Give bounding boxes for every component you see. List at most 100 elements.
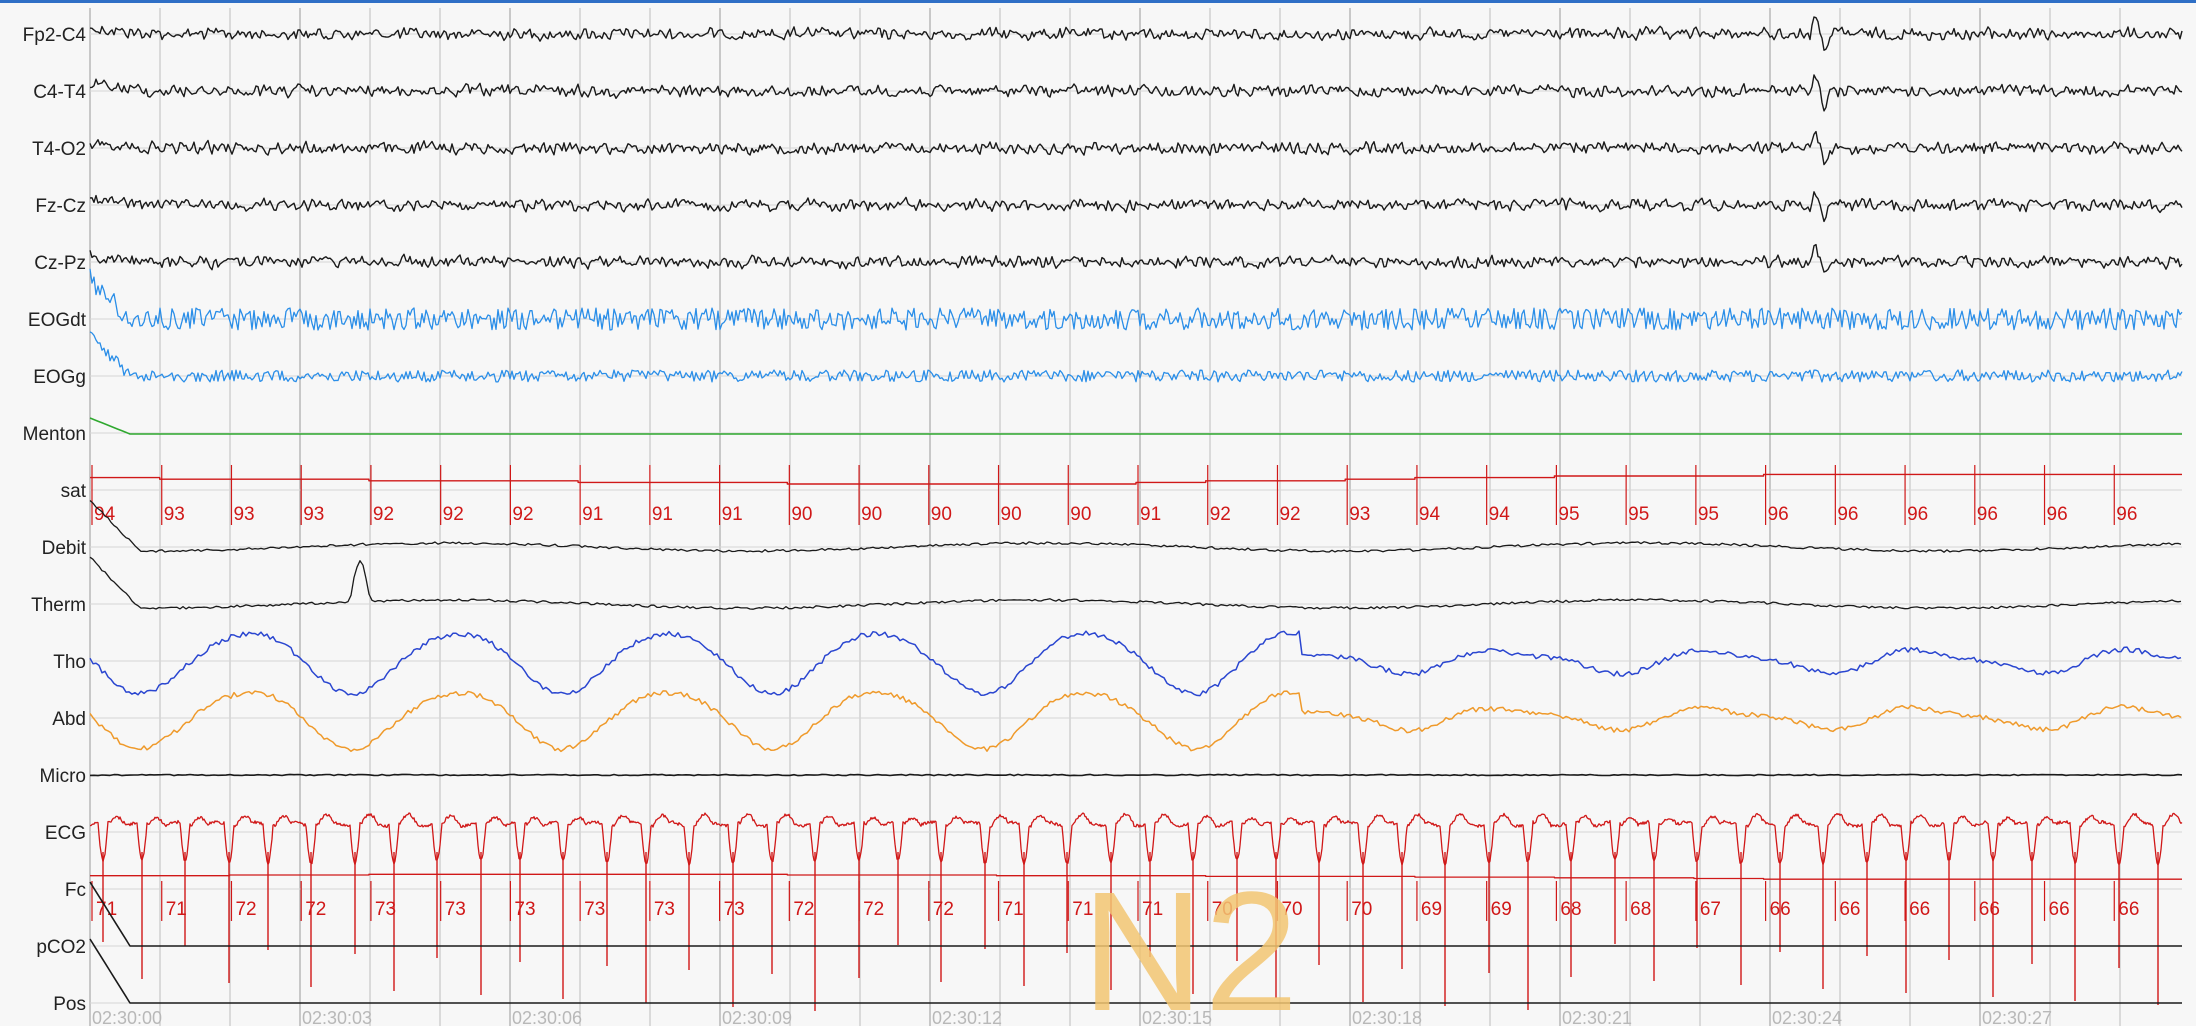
channel-label-eogg[interactable]: EOGg	[33, 367, 86, 388]
time-label: 02:30:00	[92, 1008, 162, 1026]
fc-value: 73	[654, 899, 675, 920]
sat-value: 90	[1070, 504, 1091, 525]
fc-value: 66	[2049, 899, 2070, 920]
sat-value: 95	[1558, 504, 1579, 525]
trace-eogdt	[89, 268, 2183, 331]
sleep-stage-watermark: N2	[1081, 857, 1298, 1026]
channel-label-debit[interactable]: Debit	[42, 538, 87, 559]
trace-pos	[89, 938, 2182, 1004]
time-label: 02:30:12	[932, 1008, 1002, 1026]
fc-value: 73	[724, 899, 745, 920]
channel-label-t4o2[interactable]: T4-O2	[32, 139, 86, 160]
trace-fp2c4	[89, 16, 2183, 51]
fc-value: 73	[584, 899, 605, 920]
time-label: 02:30:24	[1772, 1008, 1842, 1026]
fc-value: 70	[1212, 899, 1233, 920]
channel-label-fc[interactable]: Fc	[65, 880, 86, 901]
sat-value: 92	[373, 504, 394, 525]
channel-label-c4t4[interactable]: C4-T4	[33, 82, 86, 103]
channel-label-pco2[interactable]: pCO2	[36, 937, 86, 958]
fc-value: 72	[793, 899, 814, 920]
time-label: 02:30:06	[512, 1008, 582, 1026]
sat-value: 92	[1210, 504, 1231, 525]
sat-value: 93	[164, 504, 185, 525]
channel-label-micro[interactable]: Micro	[40, 766, 86, 787]
trace-debit	[89, 500, 2182, 553]
sat-value: 94	[94, 504, 116, 525]
fc-value: 72	[235, 899, 256, 920]
channel-label-pos[interactable]: Pos	[53, 994, 86, 1015]
window-top-border	[0, 0, 2196, 3]
sat-value: 90	[861, 504, 882, 525]
sat-value: 95	[1628, 504, 1649, 525]
trace-abd	[89, 690, 2182, 753]
sat-value: 91	[582, 504, 603, 525]
sat-value: 96	[1837, 504, 1858, 525]
sat-value: 93	[303, 504, 324, 525]
sat-value: 93	[1349, 504, 1370, 525]
fc-value: 73	[445, 899, 466, 920]
fc-value: 71	[1142, 899, 1163, 920]
sat-value: 94	[1489, 504, 1511, 525]
sat-value: 96	[1907, 504, 1928, 525]
trace-menton	[89, 417, 2182, 435]
channel-label-abd[interactable]: Abd	[52, 709, 86, 730]
fc-value: 72	[933, 899, 954, 920]
sat-value: 94	[1419, 504, 1441, 525]
trace-fzcz	[89, 191, 2183, 223]
channel-label-sat[interactable]: sat	[61, 481, 87, 502]
trace-pco2	[89, 881, 2182, 947]
channel-label-fzcz[interactable]: Fz-Cz	[35, 196, 86, 217]
sat-value: 92	[512, 504, 533, 525]
fc-value: 66	[1839, 899, 1860, 920]
sat-value: 96	[2047, 504, 2068, 525]
trace-ecg	[89, 812, 2183, 866]
trace-sat	[90, 473, 2182, 485]
fc-value: 73	[375, 899, 396, 920]
trace-c4t4	[89, 74, 2183, 112]
channel-label-menton[interactable]: Menton	[23, 424, 86, 445]
trace-fc	[90, 873, 2182, 880]
sat-value: 92	[443, 504, 464, 525]
fc-value: 66	[1909, 899, 1930, 920]
trace-therm	[89, 556, 2182, 610]
trace-micro	[89, 773, 2183, 777]
sat-value: 96	[2116, 504, 2137, 525]
fc-value: 71	[1072, 899, 1093, 920]
fc-value: 70	[1281, 899, 1302, 920]
fc-value: 73	[514, 899, 535, 920]
channel-label-ecg[interactable]: ECG	[45, 823, 86, 844]
trace-czpz	[89, 243, 2183, 273]
time-label: 02:30:27	[1982, 1008, 2052, 1026]
fc-value: 68	[1560, 899, 1581, 920]
channel-label-czpz[interactable]: Cz-Pz	[34, 253, 86, 274]
time-label: 02:30:15	[1142, 1008, 1212, 1026]
sat-value: 93	[233, 504, 254, 525]
time-label: 02:30:03	[302, 1008, 372, 1026]
sat-value: 96	[1977, 504, 1998, 525]
fc-value: 66	[1979, 899, 2000, 920]
sat-value: 96	[1768, 504, 1789, 525]
fc-value: 69	[1491, 899, 1512, 920]
channel-label-tho[interactable]: Tho	[53, 652, 86, 673]
fc-value: 68	[1630, 899, 1651, 920]
fc-value: 71	[166, 899, 187, 920]
time-label: 02:30:21	[1562, 1008, 1632, 1026]
trace-eogg	[89, 331, 2183, 383]
fc-value: 72	[863, 899, 884, 920]
channel-label-eogdt[interactable]: EOGdt	[28, 310, 87, 331]
fc-value: 72	[305, 899, 326, 920]
sat-value: 91	[722, 504, 743, 525]
sat-value: 90	[931, 504, 952, 525]
fc-value: 70	[1351, 899, 1372, 920]
sat-value: 91	[1140, 504, 1161, 525]
sat-value: 90	[1001, 504, 1022, 525]
channel-label-therm[interactable]: Therm	[31, 595, 86, 616]
channel-label-fp2c4[interactable]: Fp2-C4	[23, 25, 87, 46]
fc-value: 67	[1700, 899, 1721, 920]
fc-value: 66	[2118, 899, 2139, 920]
sat-value: 92	[1279, 504, 1300, 525]
sat-value: 95	[1698, 504, 1719, 525]
